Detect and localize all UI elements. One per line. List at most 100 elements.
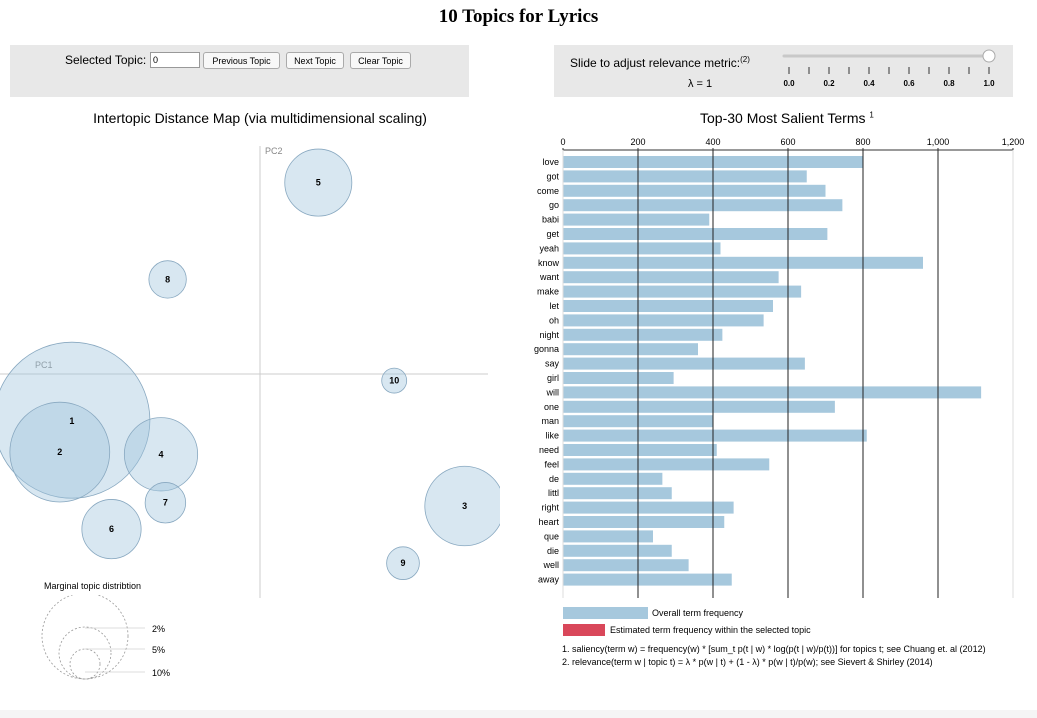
term-bar xyxy=(563,271,779,284)
slider-tick-label: 0.2 xyxy=(823,79,835,88)
term-bar xyxy=(563,372,674,384)
saliency-footnote: 1. saliency(term w) = frequency(w) * [su… xyxy=(562,644,986,654)
topic-label: 4 xyxy=(158,449,163,459)
slider-tick-label: 0.4 xyxy=(863,79,875,88)
term-label: make xyxy=(537,287,559,297)
term-bar xyxy=(563,444,717,456)
relevance-label-sup: (2) xyxy=(740,55,750,64)
topic-circle[interactable] xyxy=(123,417,199,492)
term-label: like xyxy=(545,431,559,441)
estimated-frequency-swatch xyxy=(563,624,605,636)
term-bar xyxy=(563,530,653,543)
term-bar xyxy=(563,343,698,356)
term-bar xyxy=(563,242,721,255)
topic-label: 7 xyxy=(163,498,168,508)
term-label: heart xyxy=(538,517,559,527)
axis-tick-label: 0 xyxy=(560,137,565,147)
estimated-frequency-legend: Estimated term frequency within the sele… xyxy=(610,625,811,635)
next-topic-button[interactable]: Next Topic xyxy=(286,52,344,69)
marginal-level-label: 10% xyxy=(152,668,170,678)
term-bar xyxy=(563,573,732,586)
topic-label: 9 xyxy=(400,558,405,568)
page-footer xyxy=(0,710,1037,718)
salient-terms-title: Top-30 Most Salient Terms 1 xyxy=(700,110,874,126)
term-label: de xyxy=(549,474,559,484)
term-bar xyxy=(563,256,923,269)
term-label: got xyxy=(546,171,559,181)
term-label: will xyxy=(546,387,560,397)
term-label: know xyxy=(538,258,560,268)
term-bar xyxy=(563,184,826,197)
axis-tick-label: 1,200 xyxy=(1002,137,1025,147)
term-label: come xyxy=(537,186,559,196)
relevance-slider[interactable]: 0.0 0.2 0.4 0.6 0.8 1.0 xyxy=(554,45,1013,97)
topic-circle[interactable] xyxy=(148,260,187,299)
topic-label: 3 xyxy=(462,501,467,511)
term-bar xyxy=(563,501,734,514)
relevance-label-text: Slide to adjust relevance metric: xyxy=(570,56,741,70)
term-label: yeah xyxy=(539,243,559,253)
topic-circle[interactable] xyxy=(81,499,142,560)
slider-tick-label: 1.0 xyxy=(983,79,995,88)
marginal-distribution-title: Marginal topic distribtion xyxy=(44,581,142,591)
topic-circle[interactable] xyxy=(386,546,420,580)
term-bar xyxy=(563,472,663,485)
pc2-label: PC2 xyxy=(265,146,283,156)
term-bar xyxy=(563,487,672,500)
slider-tick-label: 0.0 xyxy=(783,79,795,88)
term-label: let xyxy=(549,301,559,311)
topic-circle[interactable] xyxy=(381,367,408,394)
term-label: night xyxy=(539,330,559,340)
page-title: 10 Topics for Lyrics xyxy=(438,6,599,27)
term-bar xyxy=(563,170,807,183)
topic-circle[interactable] xyxy=(424,465,500,547)
clear-topic-button[interactable]: Clear Topic xyxy=(350,52,411,69)
lambda-value-label: λ = 1 xyxy=(688,78,713,90)
term-label: one xyxy=(544,402,559,412)
topic-label: 8 xyxy=(165,274,170,284)
topic-circle[interactable] xyxy=(0,341,151,499)
term-bar xyxy=(563,516,725,528)
overall-frequency-legend: Overall term frequency xyxy=(652,608,744,618)
selected-topic-input[interactable] xyxy=(150,52,200,68)
term-bar xyxy=(563,458,770,471)
slider-handle[interactable] xyxy=(982,49,996,63)
term-bar xyxy=(563,400,835,413)
previous-topic-button[interactable]: Previous Topic xyxy=(203,52,280,69)
topic-label: 6 xyxy=(109,524,114,534)
term-label: away xyxy=(538,575,560,585)
salient-terms-chart: 0 200 400 600 800 1,000 1,200 love got come go babi… xyxy=(534,137,1025,598)
topic-circle[interactable] xyxy=(144,482,187,524)
topic-label: 2 xyxy=(57,447,62,457)
term-label: littl xyxy=(548,488,559,498)
topic-label: 1 xyxy=(69,416,74,426)
marginal-circle xyxy=(69,648,101,680)
term-label: need xyxy=(539,445,559,455)
relevance-footnote: 2. relevance(term w | topic t) = λ * p(w… xyxy=(562,657,933,667)
term-bar xyxy=(563,285,802,298)
term-bar xyxy=(563,386,982,399)
marginal-circle xyxy=(41,595,129,680)
selected-topic-label: Selected Topic: xyxy=(65,53,147,67)
term-label: get xyxy=(546,229,559,239)
overall-frequency-swatch xyxy=(563,607,648,619)
term-label: die xyxy=(547,546,559,556)
topic-label: 5 xyxy=(316,178,321,188)
axis-tick-label: 600 xyxy=(780,137,795,147)
axis-tick-label: 400 xyxy=(705,137,720,147)
term-label: babi xyxy=(542,215,559,225)
topic-circle[interactable] xyxy=(284,148,353,217)
marginal-level-label: 5% xyxy=(152,645,165,655)
term-bar xyxy=(563,300,773,312)
term-label: man xyxy=(541,416,559,426)
topic-circle[interactable] xyxy=(9,401,111,503)
pc1-label: PC1 xyxy=(35,360,53,370)
term-bar xyxy=(563,213,710,226)
term-bar xyxy=(563,429,867,442)
term-bar xyxy=(563,228,828,240)
term-bar xyxy=(563,199,843,212)
axis-tick-label: 800 xyxy=(855,137,870,147)
term-label: oh xyxy=(549,315,559,325)
term-label: que xyxy=(544,531,559,541)
marginal-level-label: 2% xyxy=(152,624,165,634)
